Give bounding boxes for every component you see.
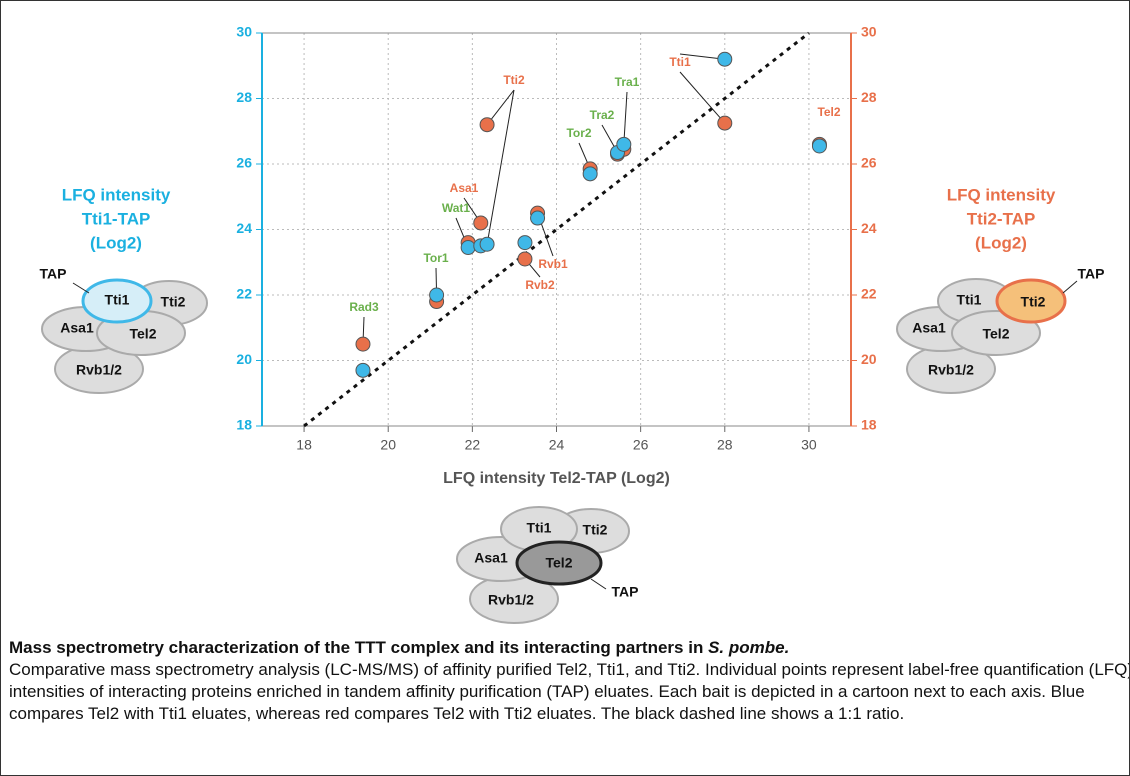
y-tick-label: 20 (236, 351, 252, 367)
cartoon-left: TAP Tti1 Tti2 Asa1 Tel2 Rvb1/2 (40, 266, 207, 393)
cartoon-label: Asa1 (60, 320, 94, 336)
annotation: Asa1 (450, 181, 479, 195)
point (480, 118, 494, 132)
y-tick-label: 28 (236, 89, 252, 105)
annotation: Tor1 (423, 251, 448, 265)
cartoon-label: Tti1 (957, 292, 982, 308)
x-tick-label: 18 (296, 437, 312, 453)
point (430, 288, 444, 302)
cartoon-label: Rvb1/2 (76, 362, 122, 378)
x-tick-label: 22 (465, 437, 481, 453)
cartoon-label: Tti2 (1021, 294, 1046, 310)
point (617, 137, 631, 151)
cartoon-label: Tti1 (527, 520, 552, 536)
point (583, 167, 597, 181)
y2-tick-label: 24 (861, 220, 877, 236)
cartoon-label: TAP (1078, 266, 1105, 282)
x-tick-label: 30 (801, 437, 817, 453)
y-axis-label: Tti1-TAP (82, 209, 151, 228)
page: TAP Tti1 Tti2 Asa1 Tel2 Rvb1/2 TAP Tti1 … (0, 0, 1130, 776)
annotation: Tti1 (669, 55, 691, 69)
leader-line (624, 92, 627, 144)
point (518, 236, 532, 250)
y-tick-label: 18 (236, 417, 252, 433)
y2-tick-label: 22 (861, 286, 877, 302)
cartoon-label: Tti1 (105, 292, 130, 308)
point (461, 241, 475, 255)
annotation: Tti2 (503, 73, 525, 87)
y2-axis-label: Tti2-TAP (967, 209, 1036, 228)
annotation: Tra1 (615, 75, 640, 89)
y2-axis-label: (Log2) (975, 233, 1027, 252)
annotation: Tor2 (566, 126, 591, 140)
cartoon-label: Tel2 (130, 326, 157, 342)
y2-axis-label: LFQ intensity (947, 185, 1056, 204)
cartoon-label: TAP (612, 584, 639, 600)
y-axis-label: LFQ intensity (62, 185, 171, 204)
y-tick-label: 24 (236, 220, 252, 236)
annotation: Rad3 (349, 300, 379, 314)
cartoon-label: Rvb1/2 (488, 592, 534, 608)
caption-title: Mass spectrometry characterization of th… (9, 637, 1130, 659)
y-tick-label: 22 (236, 286, 252, 302)
point (480, 237, 494, 251)
chart: TAP Tti1 Tti2 Asa1 Tel2 Rvb1/2 TAP Tti1 … (1, 1, 1129, 631)
point (518, 252, 532, 266)
cartoon-bottom: Tti1 Tti2 Asa1 Tel2 Rvb1/2 TAP (457, 507, 638, 623)
x-tick-label: 24 (549, 437, 565, 453)
y-tick-label: 26 (236, 155, 252, 171)
cartoon-label: Rvb1/2 (928, 362, 974, 378)
cartoon-label: Tti2 (161, 294, 186, 310)
annotation: Tel2 (817, 105, 840, 119)
point (812, 139, 826, 153)
y2-tick-label: 28 (861, 89, 877, 105)
cartoon-label: Asa1 (474, 550, 508, 566)
caption-body: Comparative mass spectrometry analysis (… (9, 659, 1130, 725)
point (356, 337, 370, 351)
y2-tick-label: 26 (861, 155, 877, 171)
caption: Mass spectrometry characterization of th… (9, 637, 1130, 725)
point (474, 216, 488, 230)
y2-tick-label: 20 (861, 351, 877, 367)
annotation: Rvb2 (525, 278, 555, 292)
caption-title-text: Mass spectrometry characterization of th… (9, 638, 703, 657)
x-tick-label: 26 (633, 437, 649, 453)
cartoon-label: Tel2 (546, 555, 573, 571)
caption-species: S. pombe. (708, 638, 789, 657)
annotation: Rvb1 (538, 257, 568, 271)
y-axis-label: (Log2) (90, 233, 142, 252)
point (718, 52, 732, 66)
annotation: Tra2 (590, 108, 615, 122)
y2-tick-label: 30 (861, 24, 877, 40)
x-axis-label: LFQ intensity Tel2-TAP (Log2) (443, 470, 670, 487)
x-tick-label: 28 (717, 437, 733, 453)
x-tick-label: 20 (380, 437, 396, 453)
y2-tick-label: 18 (861, 417, 877, 433)
cartoon-label: TAP (40, 266, 67, 282)
point (356, 363, 370, 377)
y-tick-label: 30 (236, 24, 252, 40)
cartoon-label: Tti2 (583, 522, 608, 538)
leader-line (487, 90, 514, 244)
cartoon-right: TAP Tti1 Tti2 Asa1 Tel2 Rvb1/2 (897, 266, 1104, 393)
cartoon-label: Tel2 (983, 326, 1010, 342)
point (718, 116, 732, 130)
annotation: Wat1 (442, 201, 471, 215)
cartoon-label: Asa1 (912, 320, 946, 336)
point (531, 211, 545, 225)
